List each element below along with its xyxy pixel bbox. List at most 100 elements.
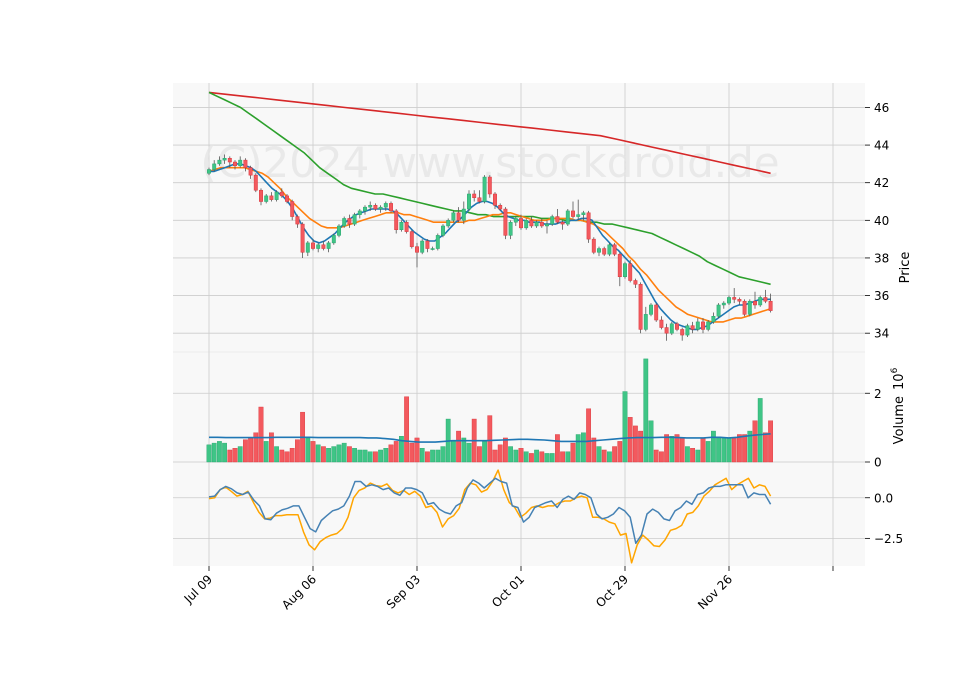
candle-body bbox=[493, 193, 497, 206]
volume-bar bbox=[393, 441, 399, 463]
candle-body bbox=[217, 159, 222, 165]
oscillator-line-orange bbox=[208, 469, 772, 564]
volume-bar bbox=[315, 444, 321, 463]
candle-body bbox=[352, 214, 357, 225]
candle-body bbox=[487, 176, 492, 195]
volume-bar bbox=[627, 417, 633, 463]
volume-bar bbox=[482, 441, 487, 463]
volume-bar bbox=[607, 451, 612, 463]
candle-body bbox=[597, 248, 601, 253]
volume-bar bbox=[295, 439, 300, 463]
volume-bar bbox=[430, 449, 435, 463]
volume-bar bbox=[409, 442, 415, 463]
volume-bar bbox=[456, 430, 461, 463]
candle-body bbox=[753, 300, 757, 306]
candle-body bbox=[685, 325, 690, 336]
volume-bar bbox=[695, 449, 701, 463]
volume-y-tick-label: 2 bbox=[874, 387, 882, 401]
volume-bar bbox=[274, 446, 279, 463]
volume-bar bbox=[575, 434, 581, 463]
candle-body bbox=[295, 216, 300, 225]
ma-200-line bbox=[208, 91, 771, 175]
candle-body bbox=[747, 300, 752, 315]
volume-bar bbox=[477, 446, 482, 463]
volume-bar bbox=[513, 449, 519, 463]
volume-bar bbox=[487, 415, 493, 463]
volume-bar bbox=[612, 446, 618, 463]
volume-bar bbox=[289, 448, 295, 463]
volume-bar bbox=[570, 442, 576, 463]
ma-mid-line bbox=[208, 166, 771, 323]
volume-bar bbox=[539, 451, 545, 463]
candle-body bbox=[285, 195, 289, 202]
candle-body bbox=[389, 203, 393, 212]
candle-body bbox=[446, 220, 451, 227]
volume-bar bbox=[560, 451, 566, 463]
price-y-tick-label: 46 bbox=[874, 101, 889, 115]
candle-body bbox=[617, 253, 622, 278]
candle-body bbox=[727, 297, 731, 304]
osc-y-tick-label: 0.0 bbox=[874, 491, 893, 505]
volume-bar bbox=[601, 449, 607, 463]
candle-body bbox=[482, 176, 487, 202]
candle-body bbox=[269, 195, 274, 200]
volume-bar bbox=[726, 437, 732, 463]
candle-body bbox=[758, 297, 763, 306]
candle-body bbox=[581, 212, 586, 215]
candle-body bbox=[326, 242, 331, 249]
candle-body bbox=[560, 221, 565, 225]
volume-bar bbox=[362, 449, 368, 463]
candle-body bbox=[274, 191, 279, 200]
candle-body bbox=[305, 242, 310, 253]
volume-bar bbox=[503, 437, 508, 463]
candle-body bbox=[623, 263, 627, 278]
candle-body bbox=[456, 212, 461, 221]
volume-y-tick-label: 0 bbox=[874, 456, 882, 470]
volume-bar bbox=[653, 449, 659, 463]
candle-body bbox=[586, 212, 591, 240]
candle-body bbox=[711, 316, 716, 323]
candle-body bbox=[331, 235, 336, 244]
volume-bar bbox=[263, 441, 269, 463]
candle-body bbox=[404, 221, 409, 232]
candle-body bbox=[675, 323, 679, 330]
price-axis-label: Price bbox=[898, 252, 913, 284]
volume-bar bbox=[659, 451, 664, 463]
x-tick-label: Nov 26 bbox=[695, 572, 735, 612]
volume-bar bbox=[638, 430, 644, 463]
candle-body bbox=[643, 314, 648, 330]
volume-bar bbox=[711, 430, 716, 463]
volume-bar bbox=[555, 434, 560, 463]
volume-bar bbox=[222, 442, 227, 463]
volume-bar bbox=[716, 437, 722, 463]
osc-y-tick-label: −2.5 bbox=[874, 532, 903, 546]
volume-bar bbox=[310, 441, 316, 463]
volume-bar bbox=[622, 391, 628, 463]
candle-body bbox=[321, 244, 326, 249]
candle-body bbox=[409, 231, 414, 247]
volume-bar bbox=[731, 437, 737, 463]
candle-body bbox=[430, 248, 435, 250]
volume-bar bbox=[383, 448, 389, 463]
candle-body bbox=[716, 304, 721, 317]
candle-body bbox=[690, 325, 695, 330]
volume-bar bbox=[742, 434, 748, 463]
candle-body bbox=[368, 205, 373, 208]
volume-bar bbox=[643, 358, 649, 463]
candle-body bbox=[207, 169, 211, 174]
candle-body bbox=[529, 220, 534, 227]
candle-body bbox=[565, 210, 570, 225]
candle-body bbox=[441, 225, 445, 236]
candle-body bbox=[212, 163, 217, 170]
candle-body bbox=[243, 159, 248, 168]
volume-bar bbox=[232, 448, 238, 463]
candle-body bbox=[633, 280, 638, 285]
x-tick-label: Sep 03 bbox=[384, 572, 423, 611]
volume-bar bbox=[690, 448, 696, 463]
volume-bar bbox=[206, 444, 212, 463]
volume-bar bbox=[237, 446, 243, 463]
candle-body bbox=[768, 300, 773, 311]
oscillator-line-blue bbox=[208, 477, 772, 545]
candle-body bbox=[253, 174, 258, 191]
